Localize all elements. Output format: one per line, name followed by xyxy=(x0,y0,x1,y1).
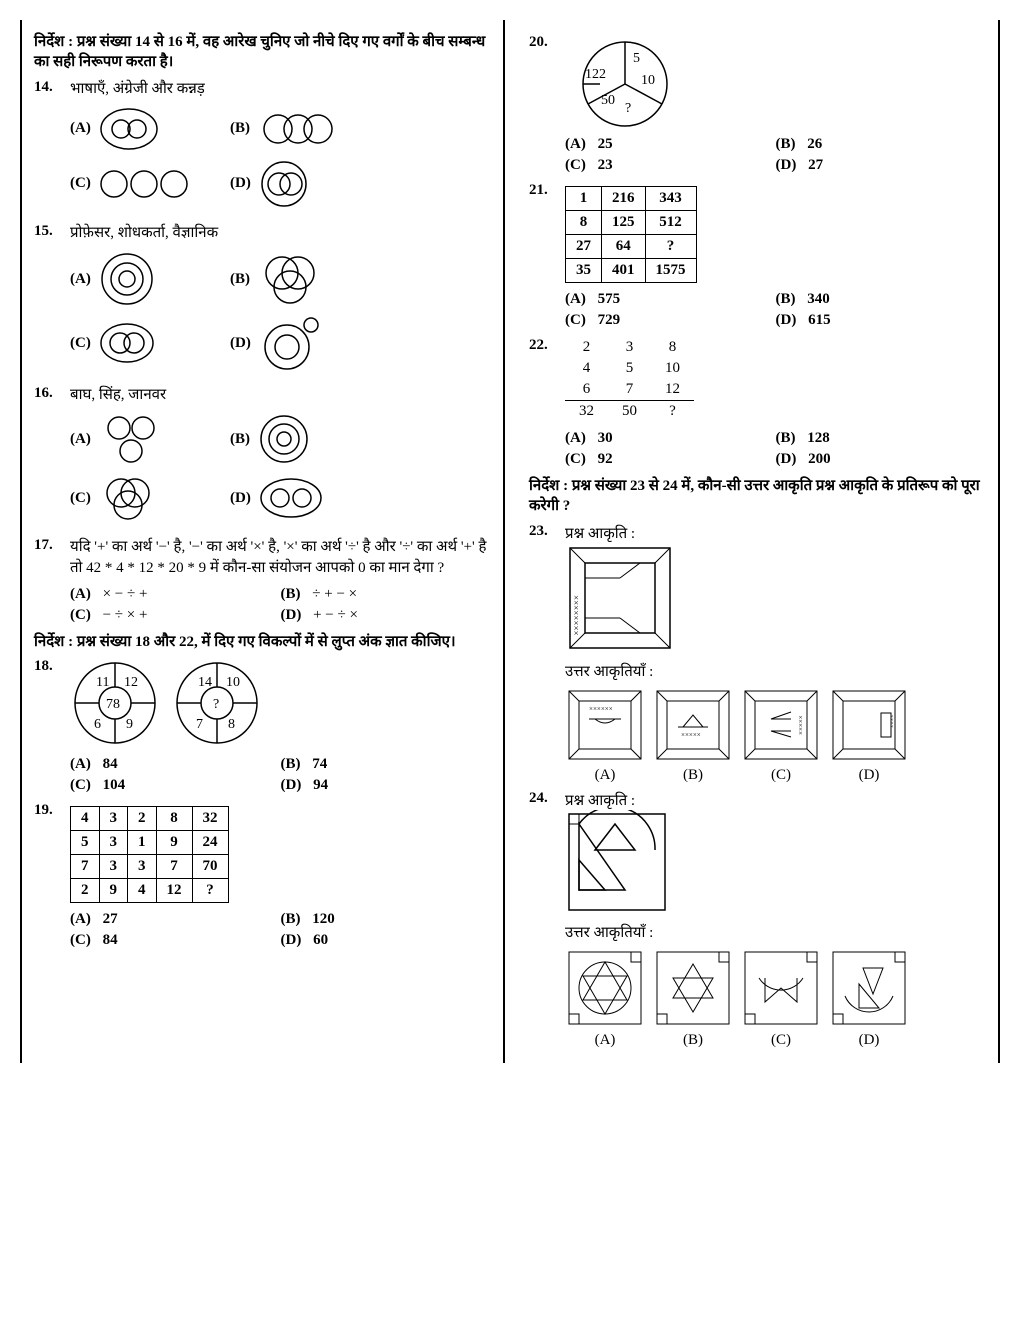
concentric-3-icon xyxy=(99,251,155,307)
instruction-14-16: निर्देश : प्रश्न संख्या 14 से 16 में, वह… xyxy=(34,32,491,73)
three-separate-cluster-icon xyxy=(99,413,159,465)
big-small-outside-icon xyxy=(259,315,323,371)
svg-text:78: 78 xyxy=(106,697,120,712)
q23-question-figure: ×××××××× xyxy=(565,543,675,653)
circle-diagram-1: 11 12 6 9 78 xyxy=(70,658,160,748)
svg-text:?: ? xyxy=(625,101,631,116)
big-two-inside-separate-icon xyxy=(259,476,323,520)
question-24: 24. प्रश्न आकृति : उत्तर आकृतियाँ : (A) xyxy=(529,790,986,1049)
q19-table: 432832 531924 733770 29412? xyxy=(70,806,229,903)
svg-text:14: 14 xyxy=(198,675,212,690)
svg-text:10: 10 xyxy=(226,675,240,690)
svg-text:9: 9 xyxy=(126,717,133,732)
q23-ans-a: ×××××× xyxy=(565,687,645,763)
q23-ans-c: ××××× xyxy=(741,687,821,763)
q24-question-figure xyxy=(565,810,669,914)
instruction-23-24: निर्देश : प्रश्न संख्या 23 से 24 में, कौ… xyxy=(529,476,986,517)
right-column: 20. 5 10 ? 50 122 (A) 25 (B) 26 xyxy=(517,20,1000,1063)
svg-text:6: 6 xyxy=(94,717,101,732)
question-20: 20. 5 10 ? 50 122 (A) 25 (B) 26 xyxy=(529,34,986,176)
q22-table: 238 4510 6712 3250? xyxy=(565,337,694,422)
q23-ans-b: ××××× xyxy=(653,687,733,763)
venn-big-two-inside-icon xyxy=(99,107,159,151)
q24-ans-b xyxy=(653,948,733,1028)
two-nested-overlap-icon xyxy=(259,159,309,209)
c1-tl: 11 xyxy=(96,675,109,690)
three-overlap-chain-icon xyxy=(258,109,338,149)
svg-text:××××××: ×××××× xyxy=(589,705,613,713)
three-overlap-icon xyxy=(99,473,155,523)
circle-diagram-2: 14 10 7 8 ? xyxy=(172,658,262,748)
svg-text:××××: ×××× xyxy=(890,714,896,728)
svg-text:50: 50 xyxy=(601,93,615,108)
question-14: 14. भाषाएँ, अंग्रेजी और कन्नड़ (A) (B) (… xyxy=(34,79,491,217)
question-15: 15. प्रोफ़ेसर, शोधकर्ता, वैज्ञानिक (A) (… xyxy=(34,223,491,379)
page: निर्देश : प्रश्न संख्या 14 से 16 में, वह… xyxy=(20,20,1000,1063)
question-17: 17. यदि '+' का अर्थ '−' है, '−' का अर्थ … xyxy=(34,537,491,626)
question-19: 19. 432832 531924 733770 29412? (A) 27 (… xyxy=(34,802,491,951)
question-22: 22. 238 4510 6712 3250? (A) 30 (B) 128 (… xyxy=(529,337,986,470)
q21-table: 1216343 8125512 2764? 354011575 xyxy=(565,186,697,283)
svg-text:?: ? xyxy=(213,697,219,712)
question-21: 21. 1216343 8125512 2764? 354011575 (A) … xyxy=(529,182,986,331)
svg-text:122: 122 xyxy=(585,67,606,82)
q24-ans-a xyxy=(565,948,645,1028)
svg-text:10: 10 xyxy=(641,73,655,88)
question-23: 23. प्रश्न आकृति : ×××××××× उत्तर आकृतिय… xyxy=(529,523,986,784)
svg-text:12: 12 xyxy=(124,675,138,690)
big-two-inside-overlap-icon xyxy=(99,321,155,365)
svg-text:×××××: ××××× xyxy=(681,731,701,739)
svg-text:××××××××: ×××××××× xyxy=(571,595,581,636)
left-column: निर्देश : प्रश्न संख्या 14 से 16 में, वह… xyxy=(20,20,505,1063)
q23-ans-d: ×××× xyxy=(829,687,909,763)
svg-text:7: 7 xyxy=(196,717,203,732)
svg-text:5: 5 xyxy=(633,51,640,66)
q24-ans-c xyxy=(741,948,821,1028)
question-16: 16. बाघ, सिंह, जानवर (A) (B) (C) (D) xyxy=(34,385,491,531)
question-18: 18. 11 12 6 9 78 xyxy=(34,658,491,796)
three-separate-icon xyxy=(99,166,189,202)
q20-figure: 5 10 ? 50 122 xyxy=(565,34,685,134)
instruction-18-22: निर्देश : प्रश्न संख्या 18 और 22, में दि… xyxy=(34,632,491,652)
svg-text:×××××: ××××× xyxy=(797,715,805,735)
concentric-3b-icon xyxy=(258,413,310,465)
svg-text:8: 8 xyxy=(228,717,235,732)
three-overlap-triangle-icon xyxy=(258,251,318,307)
q24-ans-d xyxy=(829,948,909,1028)
